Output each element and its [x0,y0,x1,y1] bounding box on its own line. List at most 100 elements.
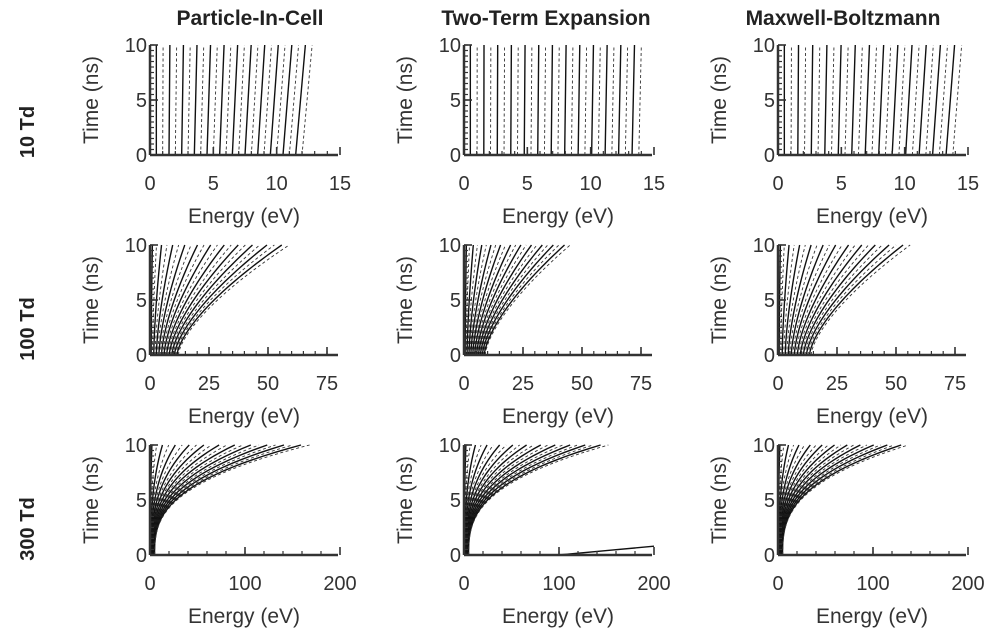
contour-dashed [792,244,830,356]
contour-solid [945,44,956,156]
y-tick-label: 0 [450,545,461,567]
column-title-pic: Particle-In-Cell [176,7,323,30]
x-tick-label: 0 [458,373,469,395]
contour-dashed [804,244,883,356]
contour-dashed [480,244,549,356]
contour-dashed [638,44,642,156]
contour-solid [206,44,212,156]
contour-dashed [952,44,963,156]
x-tick-label: 0 [772,573,783,595]
contour-solid [168,44,171,156]
y-tick-label: 0 [136,545,147,567]
contour-dashed [517,44,519,156]
contour-solid [158,244,186,356]
x-tick-label: 0 [458,573,469,595]
contour-dashed [807,244,897,356]
contour-solid [918,44,927,156]
contour-solid [877,44,885,156]
y-tick-label: 10 [125,435,147,457]
contour-dashed [200,44,205,156]
contour-solid [294,44,307,156]
contour-solid [793,244,837,356]
contour-lines [469,44,642,156]
contour-dashed [151,444,212,555]
x-tick-label: 10 [894,173,916,195]
contour-solid [180,44,185,156]
x-tick-label: 75 [316,373,338,395]
panel-1-2: 0 5 10 0 5 10 15 Energy (eV) Time (ns) [394,35,665,228]
contour-solid [790,244,824,356]
contour-dashed [159,244,192,356]
contour-solid [244,44,252,156]
panel-2-2: 0 5 10 0 25 50 75 Energy (eV) Time (ns) [394,235,652,428]
contour-solid [163,244,212,356]
contour-dashed [187,44,191,156]
contour-dashed [479,244,538,356]
x-tick-label: 25 [198,373,220,395]
contour-dashed [530,44,533,156]
x-tick-label: 50 [885,373,907,395]
y-tick-label: 5 [136,90,147,112]
x-tick-label: 50 [257,373,279,395]
x-tick-label: 0 [772,173,783,195]
panel-1-1: 0 5 10 0 5 10 15 Energy (eV) Time (ns) [80,35,351,228]
contour-dashed [831,44,835,156]
y-tick-label: 10 [125,235,147,257]
panel-1-3: 0 5 10 0 5 10 15 Energy (eV) Time (ns) [708,35,979,228]
contour-dashed [167,244,232,356]
x-tick-label: 0 [144,573,155,595]
contour-solid [796,244,850,356]
contour-dashed [469,244,487,356]
contour-lines [463,444,609,556]
contour-dashed [250,44,259,156]
y-tick-label: 10 [753,35,775,57]
contour-dashed [174,44,178,156]
contour-dashed [871,44,877,156]
y-tick-label: 5 [136,290,147,312]
contour-solid [483,244,566,356]
contour-lines [155,44,313,156]
x-tick-label: 100 [228,573,261,595]
x-axis-label: Energy (eV) [502,205,614,228]
contour-dashed [473,244,506,356]
contour-solid [176,244,283,356]
contour-solid [171,244,253,356]
contour-solid [523,44,526,156]
contour-solid [481,244,554,356]
x-axis-label: Energy (eV) [816,605,928,628]
contour-dashed [938,44,948,156]
contour-dashed [477,244,527,356]
x-tick-label: 10 [580,173,602,195]
contour-dashed [503,44,505,156]
y-tick-label: 10 [439,435,461,457]
x-axis-label: Energy (eV) [188,605,300,628]
contour-solid [851,44,856,156]
contour-dashed [570,44,574,156]
contour-solid [282,44,293,156]
y-axis-label: Time (ns) [708,256,731,344]
contour-solid [173,244,268,356]
contour-solid [193,44,198,156]
contour-lines [778,244,911,356]
x-tick-label: 0 [144,173,155,195]
y-tick-label: 0 [450,345,461,367]
contour-solid [781,444,888,556]
contour-extra [558,545,655,556]
contour-solid [808,244,904,356]
column-title-two-term: Two-Term Expansion [441,7,650,30]
x-tick-label: 200 [637,573,670,595]
row-label-300td: 300 Td [17,497,39,560]
x-tick-label: 100 [856,573,889,595]
contour-dashed [154,444,310,556]
contour-solid [631,44,636,156]
contour-solid [781,444,902,556]
contour-dashed [170,244,246,356]
contour-solid [779,444,823,556]
contour-dashed [162,244,205,356]
contour-solid [165,244,225,356]
contour-lines [783,44,963,156]
contour-dashed [484,244,571,356]
x-tick-label: 15 [957,173,979,195]
contour-solid [810,44,814,156]
